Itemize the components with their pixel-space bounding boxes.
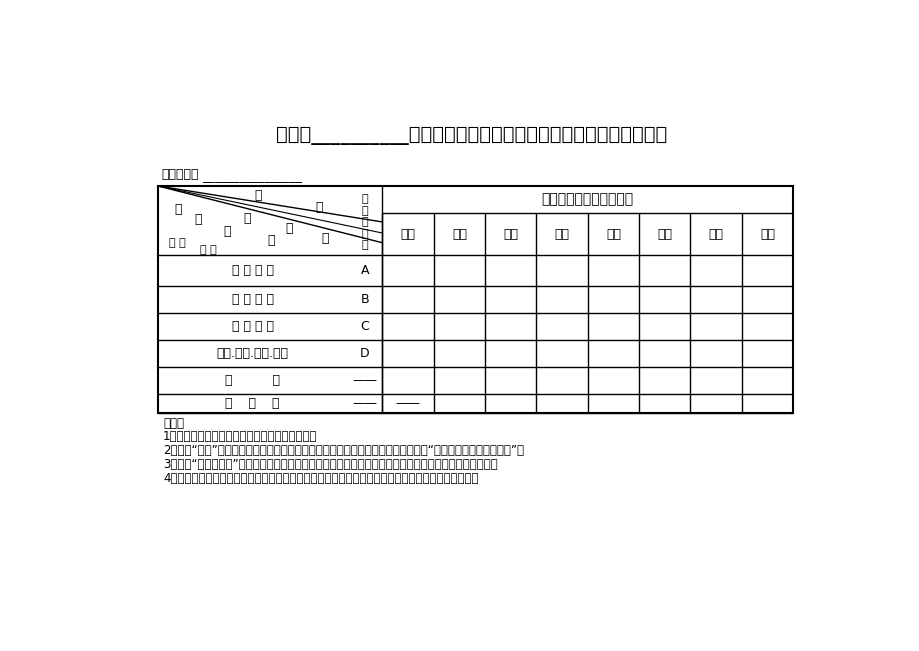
Text: 应: 应 [361,194,368,204]
Text: 演 示 实 验: 演 示 实 验 [232,293,273,306]
Text: 1、此表作为小学科学教师备课以及统计汇总用。: 1、此表作为小学科学教师备课以及统计汇总用。 [163,430,317,443]
Text: 四班: 四班 [554,228,569,241]
Text: 数: 数 [321,232,328,245]
Text: 七班: 七班 [708,228,723,241]
Text: 2、表中“要求”栏是根据科学课程标准、科学教材及教学实际确定。要求按教学进度“开全、开齐、开足、开好”。: 2、表中“要求”栏是根据科学课程标准、科学教材及教学实际确定。要求按教学进度“开… [163,444,524,457]
Text: 江北区__________小学科学实验活动开出登记统计表（三年级上册）: 江北区__________小学科学实验活动开出登记统计表（三年级上册） [276,126,666,145]
Text: 况: 况 [267,234,274,247]
Text: 实际开出实验数、分组数: 实际开出实验数、分组数 [541,193,633,206]
Text: 要 求: 要 求 [199,245,216,255]
Text: 二班: 二班 [451,228,466,241]
Text: 项: 项 [255,189,262,202]
Text: D: D [359,347,369,360]
Text: 种植.饲养.采集.制作: 种植.饲养.采集.制作 [216,347,289,360]
Text: 说明：: 说明： [163,417,184,430]
Text: 三班: 三班 [503,228,517,241]
Text: 分 组 实 验: 分 组 实 验 [232,264,273,277]
Text: 情: 情 [223,225,231,238]
Text: 数: 数 [361,240,368,250]
Text: 4、教师可根据教学需要，自行设计演示或分组实验，补充的实践活动应后续填写在登记表的表格中。: 4、教师可根据教学需要，自行设计演示或分组实验，补充的实践活动应后续填写在登记表… [163,472,478,485]
Text: 生: 生 [285,222,293,235]
Text: 实: 实 [361,217,368,227]
Text: 小          计: 小 计 [225,374,279,387]
Text: 任课教师：: 任课教师： [162,168,199,181]
Text: 实 验: 实 验 [168,238,185,248]
Text: 八班: 八班 [759,228,774,241]
Text: ________________: ________________ [201,170,301,183]
Text: ——: —— [352,397,377,410]
Text: B: B [360,293,369,306]
Text: C: C [360,320,369,333]
Text: ——: —— [395,397,420,410]
Text: 参 观 考 察: 参 观 考 察 [232,320,273,333]
Text: 一班: 一班 [400,228,415,241]
Bar [157,186,792,413]
Text: 学: 学 [243,212,250,225]
Text: A: A [360,264,369,277]
Text: 3、表中“实际开出数”栏应根据实际情况填写。其中种植、饲养根据条件可以学校、班级、科技小组进行。: 3、表中“实际开出数”栏应根据实际情况填写。其中种植、饲养根据条件可以学校、班级… [163,458,497,471]
Text: 五班: 五班 [606,228,620,241]
Text: 六班: 六班 [656,228,672,241]
Text: 开: 开 [361,206,368,215]
Text: 出: 出 [194,214,201,227]
Text: 验: 验 [361,229,368,239]
Text: 开    出    率: 开 出 率 [225,397,279,410]
Text: ——: —— [352,374,377,387]
Text: 开: 开 [175,202,182,215]
Text: 目: 目 [314,201,323,214]
